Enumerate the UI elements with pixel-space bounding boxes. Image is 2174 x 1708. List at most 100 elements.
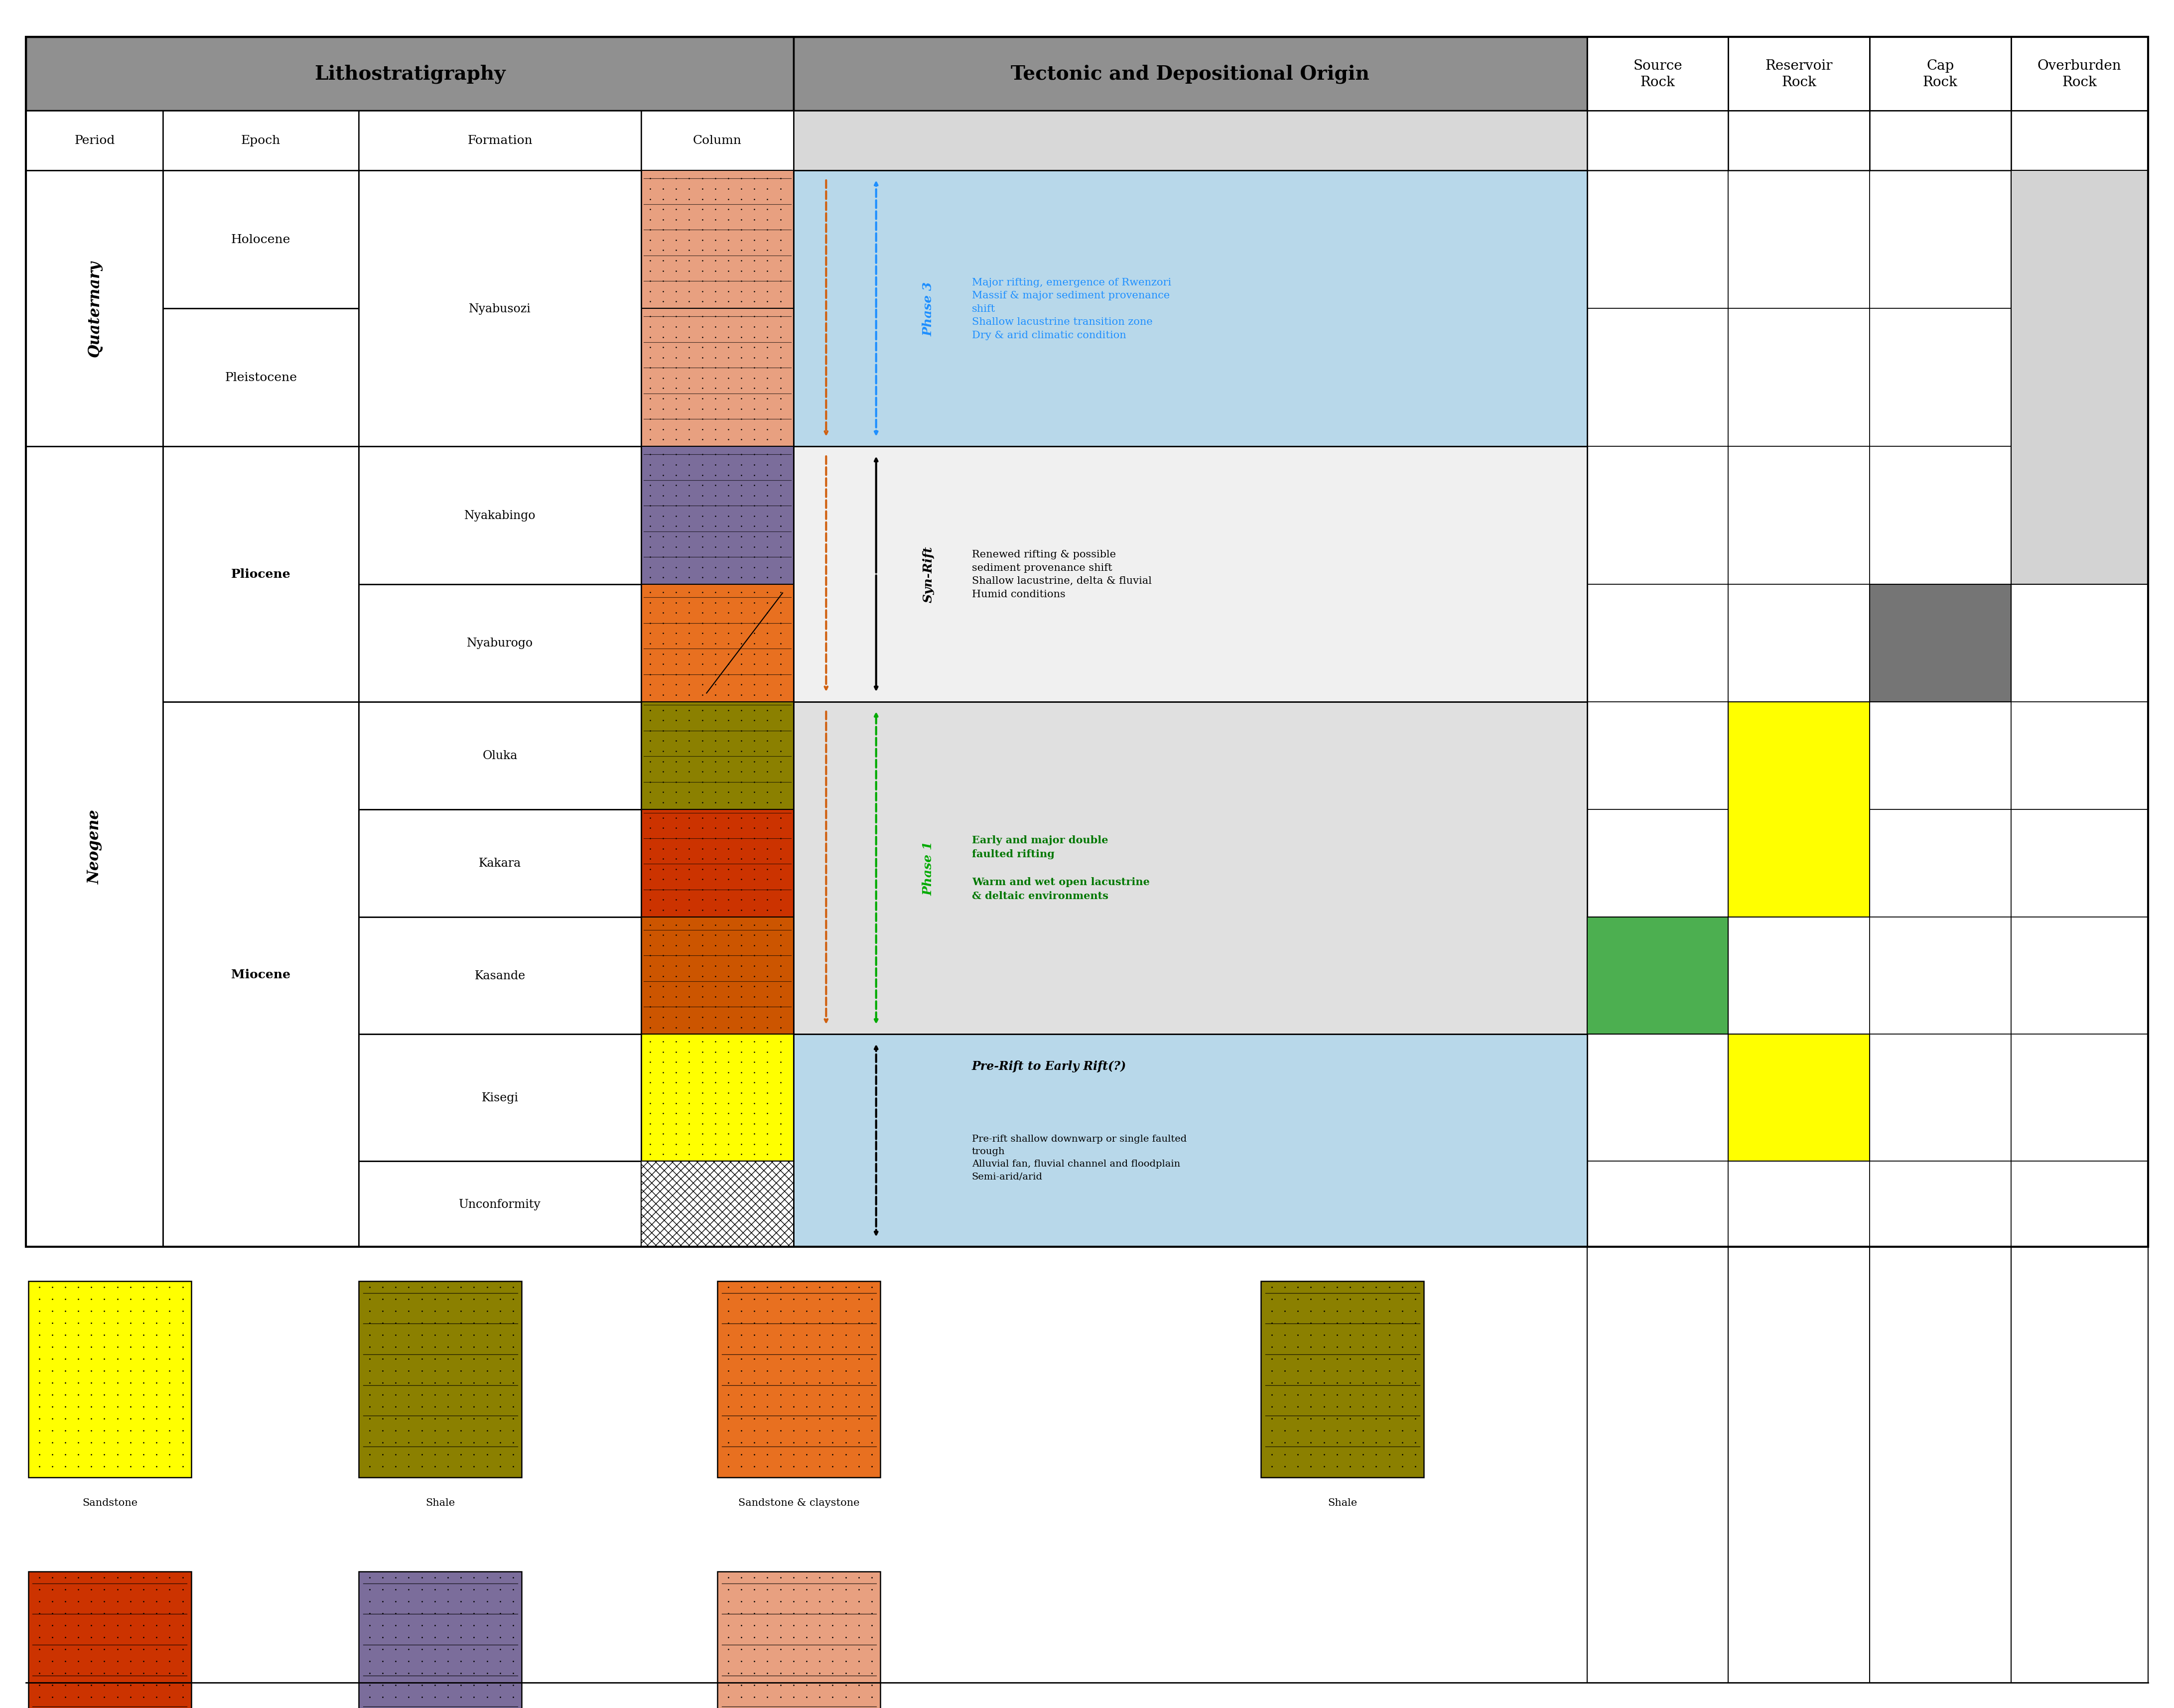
Bar xyxy=(359,1161,641,1247)
Bar xyxy=(1870,584,2011,702)
Bar xyxy=(359,917,641,1035)
Text: Holocene: Holocene xyxy=(230,234,291,246)
Bar xyxy=(1261,1281,1424,1477)
Bar xyxy=(163,309,359,447)
Bar xyxy=(2011,917,2148,1035)
Bar xyxy=(26,111,163,171)
Bar xyxy=(359,1035,641,1161)
Bar xyxy=(163,111,359,171)
Bar xyxy=(794,702,1587,810)
Bar xyxy=(1587,702,1728,810)
Bar xyxy=(641,810,794,917)
Bar xyxy=(26,810,163,917)
Bar xyxy=(1870,917,2011,1035)
Bar xyxy=(359,1035,641,1161)
Bar xyxy=(641,309,794,447)
Text: Neogene: Neogene xyxy=(87,810,102,885)
Bar xyxy=(26,171,163,309)
Bar xyxy=(794,447,1587,702)
Bar xyxy=(641,702,794,810)
Bar xyxy=(359,702,641,810)
Bar xyxy=(359,584,641,702)
Bar xyxy=(1870,584,2011,702)
Text: Shale: Shale xyxy=(1328,1498,1357,1508)
Text: Sandstone & claystone: Sandstone & claystone xyxy=(739,1498,859,1508)
Bar xyxy=(641,171,794,309)
Bar xyxy=(1870,1161,2011,1247)
Bar xyxy=(641,447,794,584)
Text: Phase 1: Phase 1 xyxy=(922,840,935,895)
Bar xyxy=(641,309,794,447)
Bar xyxy=(359,810,641,917)
Bar xyxy=(1728,111,1870,171)
Bar xyxy=(1587,1035,1728,1161)
Bar xyxy=(717,1571,880,1708)
Bar xyxy=(28,1571,191,1708)
Text: Period: Period xyxy=(74,135,115,147)
Bar xyxy=(794,171,1587,447)
Bar xyxy=(641,447,794,584)
Bar xyxy=(359,1571,522,1708)
Bar xyxy=(2011,171,2148,309)
Bar xyxy=(1870,810,2011,917)
Bar xyxy=(1870,702,2011,810)
Bar xyxy=(163,447,359,584)
Bar xyxy=(1728,1161,1870,1247)
Bar xyxy=(1728,702,1870,810)
Bar xyxy=(359,1281,522,1477)
Bar xyxy=(26,584,163,702)
Bar xyxy=(359,810,641,917)
Bar xyxy=(28,1281,191,1477)
Bar xyxy=(1587,171,1728,309)
Bar xyxy=(1587,584,1728,702)
Bar xyxy=(163,309,359,447)
Bar xyxy=(26,38,794,111)
Bar xyxy=(1587,38,1728,111)
Bar xyxy=(1870,171,2011,309)
Bar xyxy=(641,111,794,171)
Bar xyxy=(794,917,1587,1035)
Bar xyxy=(2011,171,2148,584)
Bar xyxy=(2011,38,2148,111)
Bar xyxy=(359,702,641,810)
Bar xyxy=(163,810,359,917)
Text: Sandstone: Sandstone xyxy=(83,1498,137,1508)
Bar xyxy=(359,447,641,584)
Bar xyxy=(794,111,1587,171)
Bar xyxy=(1728,1035,1870,1161)
Bar xyxy=(794,1035,1587,1161)
Bar xyxy=(1728,584,1870,702)
Bar xyxy=(1728,810,1870,917)
Text: Pre-Rift to Early Rift(?): Pre-Rift to Early Rift(?) xyxy=(972,1061,1126,1073)
Bar xyxy=(1587,917,1728,1035)
Bar xyxy=(2011,309,2148,447)
Bar xyxy=(794,810,1587,917)
Bar xyxy=(2011,810,2148,917)
Bar xyxy=(1728,171,1870,309)
Text: Pleistocene: Pleistocene xyxy=(224,372,298,384)
Bar xyxy=(163,447,359,702)
Text: Nyabusozi: Nyabusozi xyxy=(470,302,530,314)
Bar xyxy=(163,584,359,702)
Bar xyxy=(794,447,1587,584)
Bar xyxy=(163,702,359,810)
Bar xyxy=(163,171,359,309)
Text: Nyaburogo: Nyaburogo xyxy=(467,637,533,649)
Text: Tectonic and Depositional Origin: Tectonic and Depositional Origin xyxy=(1011,65,1370,84)
Bar xyxy=(2011,702,2148,810)
Bar xyxy=(641,1161,794,1247)
Bar xyxy=(1587,917,1728,1035)
Bar xyxy=(163,917,359,1035)
Text: Early and major double
faulted rifting

Warm and wet open lacustrine
& deltaic e: Early and major double faulted rifting W… xyxy=(972,835,1150,902)
Bar xyxy=(641,1161,794,1247)
Bar xyxy=(1587,810,1728,917)
Text: Kakara: Kakara xyxy=(478,857,522,869)
Text: Nyakabingo: Nyakabingo xyxy=(465,511,535,521)
Bar xyxy=(359,447,641,584)
Bar xyxy=(641,917,794,1035)
Bar xyxy=(1587,309,1728,447)
Text: Pliocene: Pliocene xyxy=(230,569,291,581)
Text: Source
Rock: Source Rock xyxy=(1633,60,1683,89)
Bar xyxy=(26,171,163,447)
Bar xyxy=(1587,111,1728,171)
